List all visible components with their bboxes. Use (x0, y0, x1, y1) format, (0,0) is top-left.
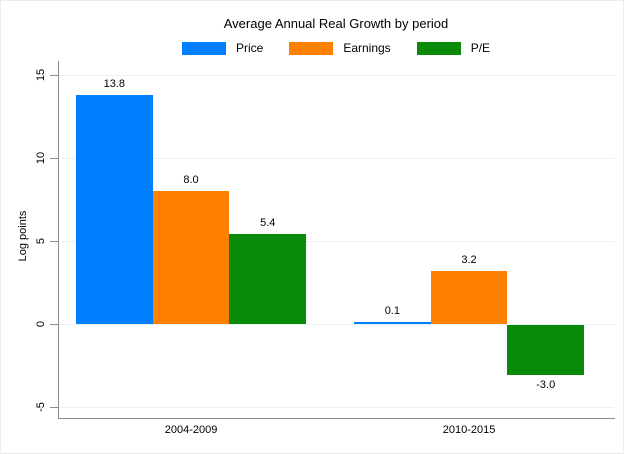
legend-label: Price (235, 41, 264, 55)
value-label-earnings-2004-2009: 8.0 (183, 174, 199, 187)
legend-swatch-icon (416, 41, 461, 55)
y-tick-0 (50, 324, 58, 325)
x-category-label-2004-2009: 2004-2009 (164, 424, 218, 436)
bar-p-e-2004-2009 (229, 234, 307, 324)
legend-swatch-icon (181, 41, 226, 55)
y-tick-label--5: -5 (35, 402, 47, 412)
legend-item-earnings: Earnings (289, 41, 391, 55)
y-axis-line (58, 61, 59, 418)
chart-title: Average Annual Real Growth by period (223, 16, 449, 31)
gridline-0 (59, 324, 614, 325)
value-label-earnings-2010-2015: 3.2 (461, 253, 477, 266)
legend-label: Earnings (343, 41, 391, 55)
value-label-p-e-2004-2009: 5.4 (260, 217, 276, 230)
legend-swatch-icon (289, 41, 334, 55)
legend: Price Earnings P/E (58, 41, 614, 55)
y-tick-label-5: 5 (35, 237, 47, 245)
gridline--5 (59, 407, 614, 408)
bar-earnings-2004-2009 (152, 191, 230, 324)
y-tick-label-15: 15 (35, 68, 47, 82)
value-label-price-2010-2015: 0.1 (384, 305, 400, 318)
gridline-5 (59, 241, 614, 242)
gridline-15 (59, 75, 614, 76)
bar-earnings-2010-2015 (430, 270, 508, 324)
bar-price-2004-2009 (76, 94, 153, 324)
y-tick-15 (50, 75, 58, 76)
y-tick-label-0: 0 (35, 320, 47, 328)
value-label-p-e-2010-2015: -3.0 (536, 378, 556, 391)
bar-price-2010-2015 (354, 322, 431, 325)
bar-p-e-2010-2015 (507, 325, 585, 375)
legend-label: P/E (470, 41, 491, 55)
y-tick-5 (50, 241, 58, 242)
x-category-label-2010-2015: 2010-2015 (442, 424, 496, 436)
x-axis-line (58, 418, 615, 419)
legend-item-p-e: P/E (416, 41, 491, 55)
y-tick--5 (50, 407, 58, 408)
value-label-price-2004-2009: 13.8 (103, 77, 126, 90)
legend-item-price: Price (181, 41, 264, 55)
y-axis-title: Log points (17, 210, 29, 262)
y-tick-10 (50, 158, 58, 159)
y-tick-label-10: 10 (35, 151, 47, 165)
gridline-10 (59, 158, 614, 159)
